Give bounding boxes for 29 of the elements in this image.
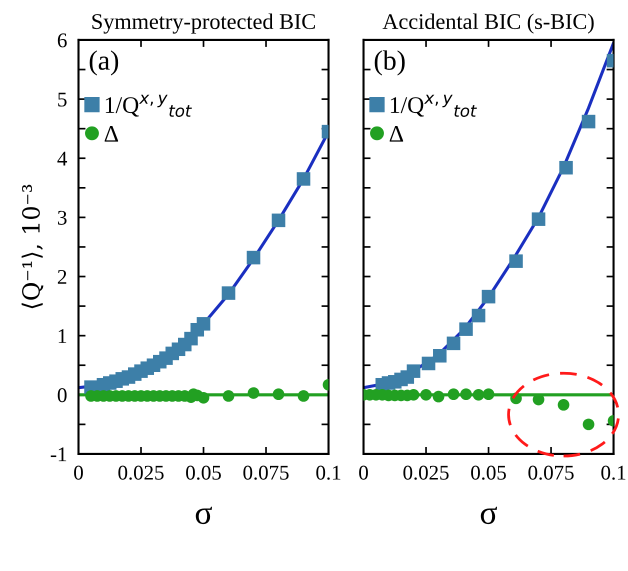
y-tick-label: 4 (57, 152, 68, 166)
x-tick-label: 0.05 (186, 466, 221, 480)
x-tick-label: 0.025 (403, 466, 449, 480)
y-tick-label: 3 (58, 210, 67, 225)
x-tick-label: 0.1 (601, 466, 626, 480)
x-tick-label: 0.075 (243, 466, 289, 480)
x-axis-title: σ (196, 506, 212, 524)
legend-label: 1/Q$^{x,y}$$_{tot}$ (106, 94, 192, 117)
y-tick-label: -1 (50, 447, 66, 462)
y-tick-label: 5 (58, 92, 67, 107)
legend-label: Δ (104, 126, 118, 142)
annotation: (a) (90, 50, 118, 76)
x-tick-label: 0 (359, 466, 368, 480)
annotation: (b) (374, 50, 405, 76)
legend-label: 1/Q$^{x,y}$$_{tot}$ (390, 94, 477, 117)
x-tick-label: 0.1 (316, 466, 340, 480)
y-tick-label: 2 (58, 270, 66, 284)
y-tick-label: 6 (58, 33, 67, 48)
x-axis-title: σ (480, 506, 498, 524)
chart-title: Symmetry-protected BIC (92, 13, 315, 34)
x-tick-label: 0.075 (528, 466, 574, 480)
y-tick-label: 1 (58, 329, 66, 343)
y-tick-label: 0 (58, 388, 67, 402)
legend-label: Δ (390, 126, 404, 142)
y-axis-title: ⟨Q⁻¹⟩, 10⁻³ (22, 184, 44, 308)
x-tick-label: 0.05 (471, 466, 506, 480)
chart-title: Accidental BIC (s-BIC) (382, 13, 594, 34)
x-tick-label: 0.025 (118, 466, 164, 480)
x-tick-label: 0 (74, 466, 83, 480)
